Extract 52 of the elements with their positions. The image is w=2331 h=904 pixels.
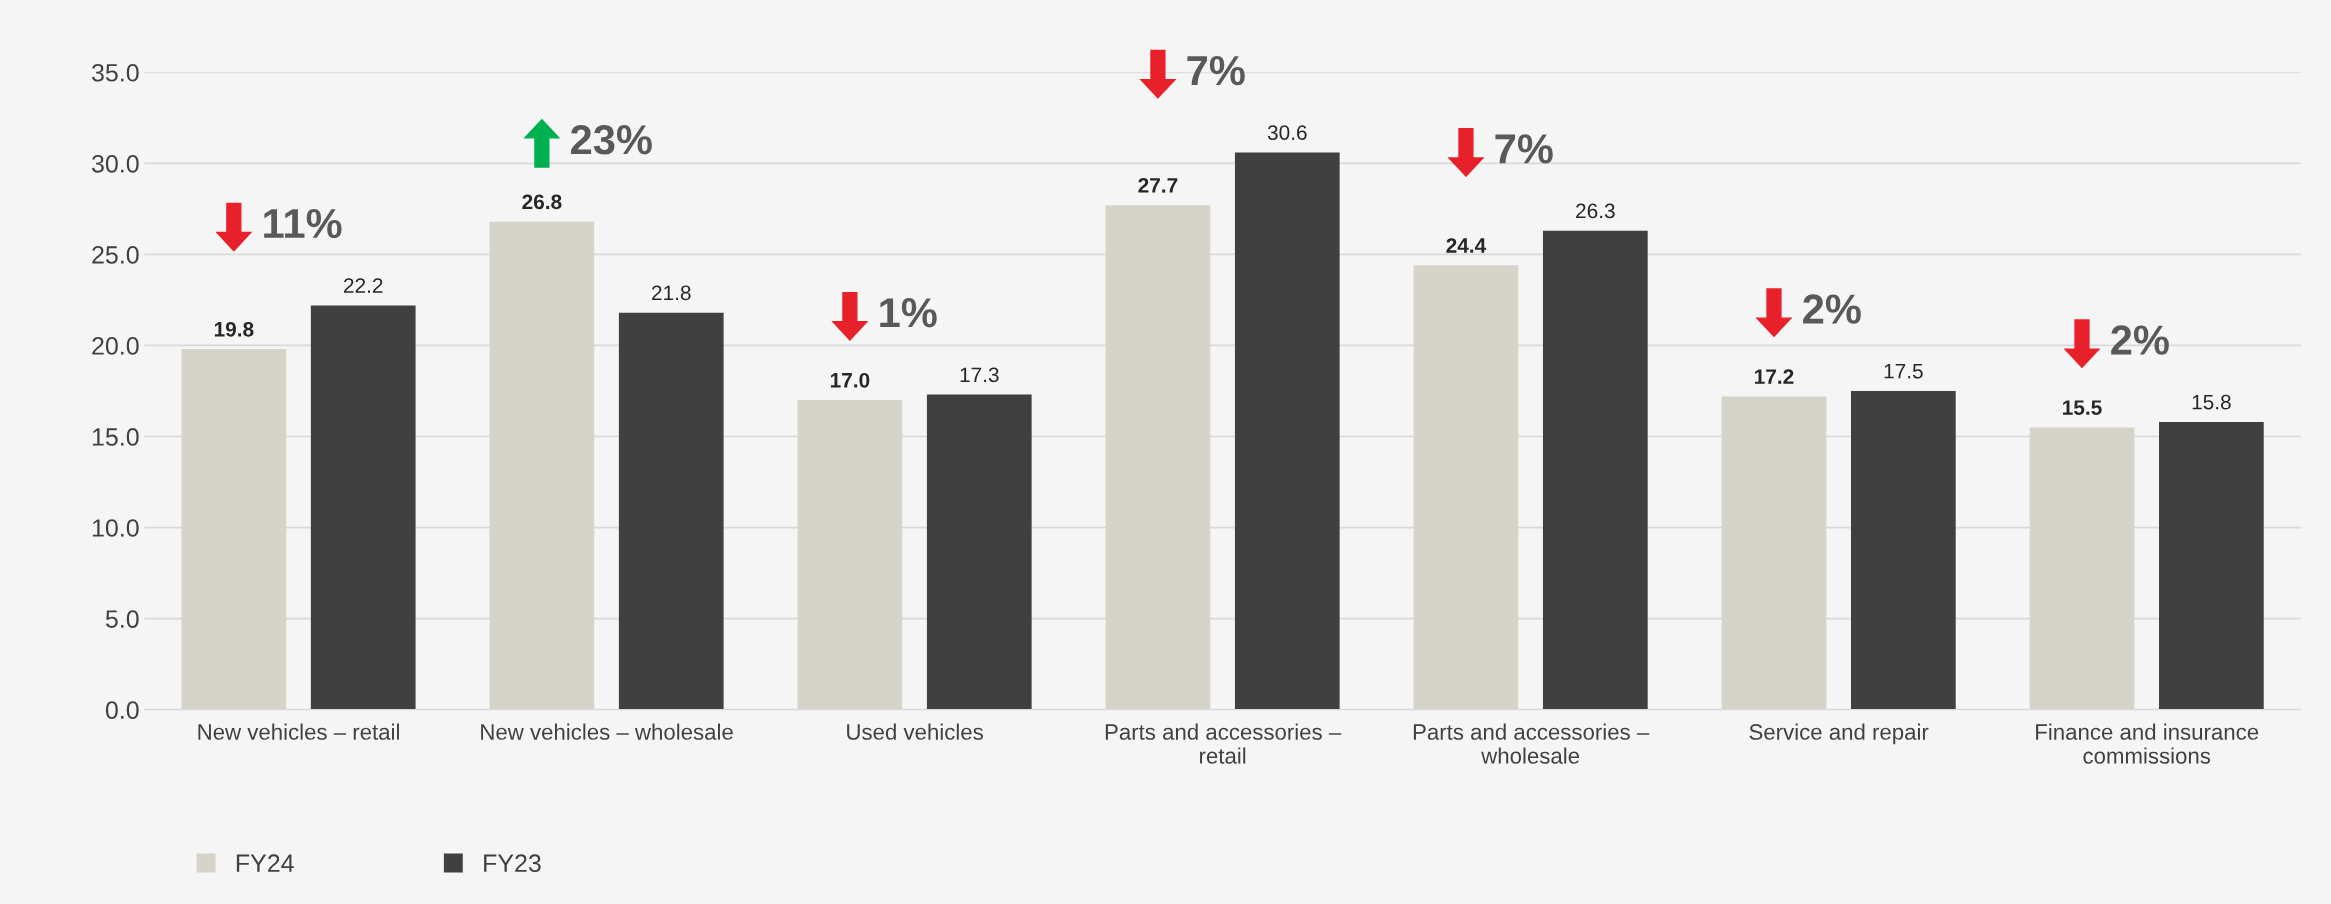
y-tick-label: 10.0 <box>92 519 139 537</box>
bar <box>1105 205 1211 710</box>
data-label: 19.8 <box>214 321 254 337</box>
annotation: 7% <box>1187 55 1245 86</box>
data-label: 26.3 <box>1576 203 1615 219</box>
y-tick-label: 25.0 <box>92 246 139 264</box>
x-tick-label: Parts and accessories – wholesale <box>1413 723 1650 764</box>
y-tick-label: 5.0 <box>105 610 139 628</box>
data-label: 21.8 <box>652 285 691 301</box>
bar <box>2029 427 2135 710</box>
data-label: 30.6 <box>1267 125 1307 140</box>
annotation: 11% <box>264 208 342 239</box>
y-tick-label: 35.0 <box>91 63 139 82</box>
legend-label: FY23 <box>484 854 541 873</box>
y-tick-label: 15.0 <box>92 428 139 446</box>
bar <box>310 305 416 710</box>
bar <box>1542 230 1648 710</box>
data-label: 27.7 <box>1138 178 1178 193</box>
x-tick-label: Finance and insurance commissions <box>2036 723 2259 764</box>
bar <box>618 312 724 710</box>
bar <box>2159 421 2264 710</box>
legend-label: FY24 <box>236 854 294 872</box>
annotation: 1% <box>880 298 937 328</box>
x-tick-label: New vehicles – retail <box>198 723 399 740</box>
annotation: 7% <box>1495 134 1553 164</box>
data-label: 15.5 <box>2063 400 2102 415</box>
data-label: 24.4 <box>1446 238 1487 253</box>
x-tick-label: New vehicles – wholesale <box>481 723 733 740</box>
bar <box>1234 152 1340 710</box>
bar <box>1721 396 1827 710</box>
bar <box>181 349 287 710</box>
data-label: 15.8 <box>2192 394 2231 410</box>
x-tick-label: Service and repair <box>1749 723 1929 745</box>
bar <box>489 221 595 710</box>
annotation: 2% <box>2111 325 2169 355</box>
bar <box>1850 390 1956 710</box>
bar <box>926 394 1032 710</box>
bar <box>797 400 903 710</box>
bar <box>1413 265 1519 710</box>
data-label: 26.8 <box>522 194 562 210</box>
data-label: 17.5 <box>1884 363 1923 379</box>
annotation: 23% <box>571 125 652 155</box>
y-tick-label: 0.0 <box>105 701 139 719</box>
data-label: 17.3 <box>960 367 999 383</box>
data-label: 22.2 <box>344 278 383 293</box>
x-tick-label: Used vehicles <box>847 723 983 740</box>
data-label: 17.2 <box>1755 369 1794 384</box>
y-tick-label: 30.0 <box>91 154 139 173</box>
data-label: 17.0 <box>830 372 870 388</box>
y-tick-label: 20.0 <box>92 337 139 355</box>
x-tick-label: Parts and accessories – retail <box>1105 723 1342 764</box>
annotation: 2% <box>1803 294 1861 324</box>
